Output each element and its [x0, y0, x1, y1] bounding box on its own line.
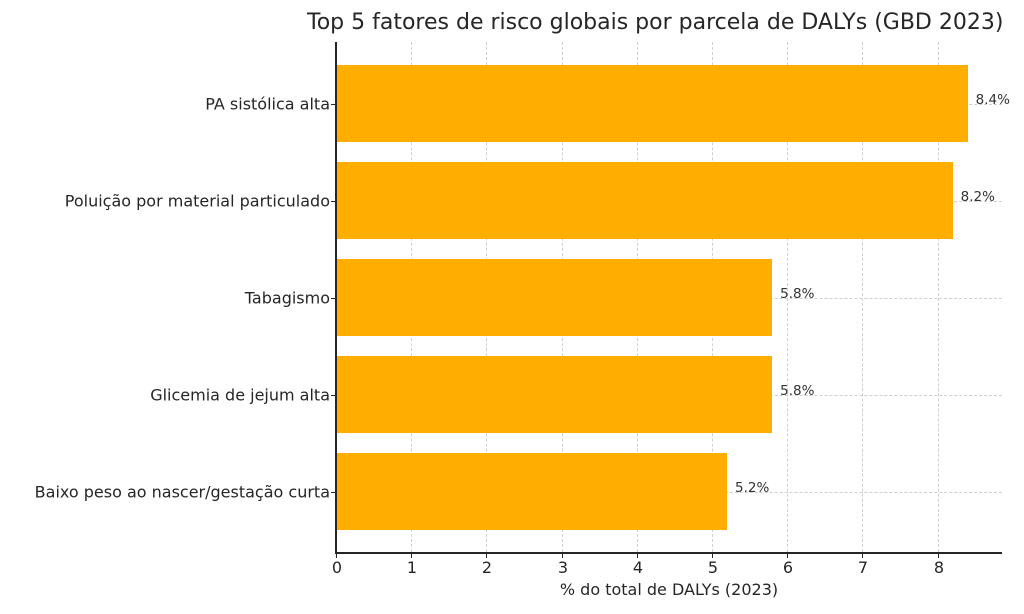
x-axis-line: [335, 552, 1002, 554]
x-tick: [486, 553, 487, 558]
bar-value-label: 5.8%: [780, 382, 815, 399]
bar: [336, 259, 773, 336]
x-tick-label: 1: [406, 558, 418, 577]
bar-value-label: 8.4%: [975, 91, 1010, 108]
bar-value-label: 5.8%: [780, 285, 815, 302]
x-tick-label: 3: [557, 558, 569, 577]
y-tick-label: Poluição por material particulado: [64, 191, 330, 210]
x-tick: [712, 553, 713, 558]
bar: [336, 162, 953, 239]
y-tick-label: PA sistólica alta: [205, 94, 330, 113]
x-tick-label: 6: [782, 558, 794, 577]
bar: [336, 65, 968, 142]
x-tick: [787, 553, 788, 558]
x-tick: [637, 553, 638, 558]
x-tick: [862, 553, 863, 558]
x-tick: [562, 553, 563, 558]
x-tick: [411, 553, 412, 558]
y-tick: [331, 395, 336, 396]
x-tick-label: 2: [481, 558, 493, 577]
x-tick-label: 7: [857, 558, 869, 577]
x-tick: [336, 553, 337, 558]
vertical-gridline: [787, 42, 788, 552]
y-tick: [331, 104, 336, 105]
x-tick-label: 8: [933, 558, 945, 577]
y-tick-label: Baixo peso ao nascer/gestação curta: [34, 482, 330, 501]
y-tick-label: Tabagismo: [244, 288, 330, 307]
bar: [336, 356, 773, 433]
y-tick: [331, 298, 336, 299]
y-tick: [331, 201, 336, 202]
y-tick-label: Glicemia de jejum alta: [150, 385, 330, 404]
bar-value-label: 8.2%: [960, 188, 995, 205]
bar-value-label: 5.2%: [735, 479, 770, 496]
x-tick-label: 0: [331, 558, 343, 577]
bar: [336, 453, 728, 530]
chart-title: Top 5 fatores de risco globais por parce…: [307, 10, 1004, 35]
vertical-gridline: [938, 42, 939, 552]
x-tick-label: 5: [707, 558, 719, 577]
vertical-gridline: [862, 42, 863, 552]
x-axis-label: % do total de DALYs (2023): [559, 580, 779, 599]
y-tick: [331, 492, 336, 493]
x-tick: [938, 553, 939, 558]
x-tick-label: 4: [632, 558, 644, 577]
